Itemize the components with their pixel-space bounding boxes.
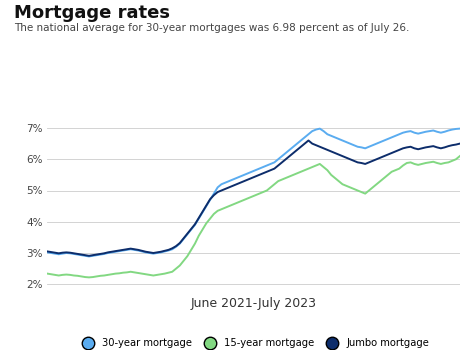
Text: The national average for 30-year mortgages was 6.98 percent as of July 26.: The national average for 30-year mortgag… — [14, 23, 410, 33]
Text: Mortgage rates: Mortgage rates — [14, 4, 170, 21]
Legend: 30-year mortgage, 15-year mortgage, Jumbo mortgage: 30-year mortgage, 15-year mortgage, Jumb… — [74, 334, 433, 350]
X-axis label: June 2021-July 2023: June 2021-July 2023 — [191, 298, 317, 310]
